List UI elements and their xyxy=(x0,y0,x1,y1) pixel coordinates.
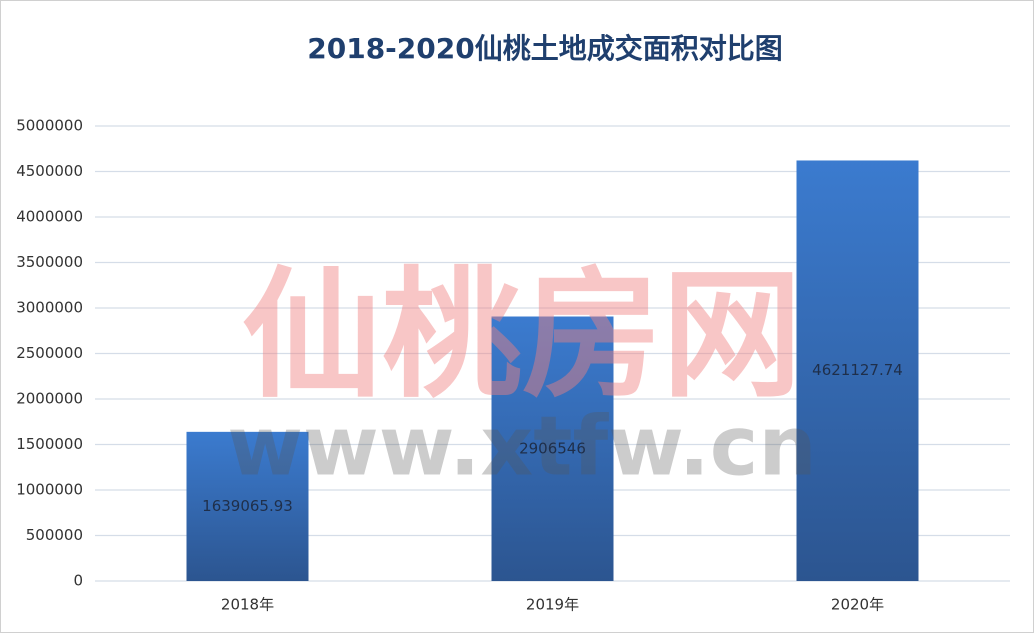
watermark: 仙桃房网 xyxy=(242,255,802,418)
y-tick-label: 3000000 xyxy=(16,299,83,317)
bar xyxy=(186,431,309,581)
y-tick-label: 2000000 xyxy=(16,390,83,408)
watermark: www.xtfw.cn xyxy=(227,399,817,494)
x-tick-label: 2019年 xyxy=(526,596,579,614)
bar xyxy=(491,316,614,581)
y-tick-label: 0 xyxy=(73,572,83,590)
y-tick-label: 4500000 xyxy=(16,162,83,180)
x-tick-label: 2018年 xyxy=(221,596,274,614)
y-tick-label: 4000000 xyxy=(16,208,83,226)
value-label: 2906546 xyxy=(519,439,586,457)
y-tick-label: 1500000 xyxy=(16,435,83,453)
y-tick-label: 2500000 xyxy=(16,344,83,362)
value-label: 1639065.93 xyxy=(202,497,293,515)
y-tick-label: 3500000 xyxy=(16,253,83,271)
x-tick-label: 2020年 xyxy=(831,596,884,614)
y-tick-label: 1000000 xyxy=(16,481,83,499)
y-tick-label: 5000000 xyxy=(16,117,83,135)
bar xyxy=(796,160,919,582)
value-label: 4621127.74 xyxy=(812,361,903,379)
y-tick-label: 500000 xyxy=(26,526,83,544)
chart-title: 2018-2020仙桃土地成交面积对比图 xyxy=(307,32,782,65)
